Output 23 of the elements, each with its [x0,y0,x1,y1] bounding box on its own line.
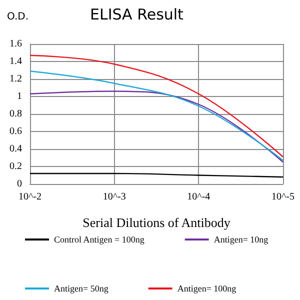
y-tick-label: 1.4 [10,56,22,67]
x-tick-label: 10^-5 [271,192,295,202]
y-tick-label: 0.2 [10,161,22,172]
line-series [29,90,284,163]
x-tick-label: 10^-4 [187,192,210,202]
chart-title: ELISA Result [90,6,184,24]
y-tick-label: 0.6 [10,126,22,137]
legend-label: Control Antigen = 100ng [54,234,145,244]
y-axis-title: O.D. [7,12,29,22]
x-tick-label: 10^-3 [102,192,126,202]
y-tick-label: 1.6 [10,38,22,50]
y-tick-label: 0.8 [10,108,22,120]
y-tick-label: 1.2 [10,74,22,84]
x-tick-label: 10^-2 [18,192,42,202]
line-series [29,70,284,161]
legend-label: Antigen= 100ng [177,284,237,294]
line-series [29,54,284,158]
legend-label: Antigen= 50ng [54,284,109,294]
y-tick-label: 0.4 [10,144,22,154]
x-axis-title: Serial Dilutions of Antibody [82,215,231,230]
legend-label: Antigen= 10ng [214,234,269,244]
y-tick-label: 1 [17,91,22,102]
y-tick-label: 0 [17,178,22,190]
